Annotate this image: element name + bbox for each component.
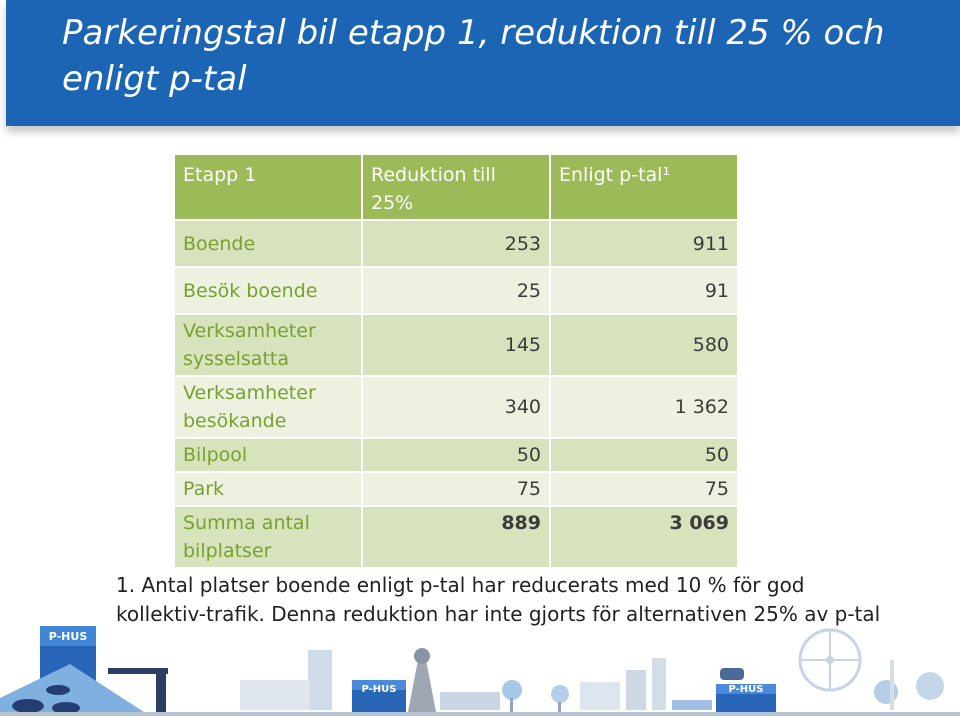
- ptal-value: 580: [549, 313, 739, 377]
- row-label: Summa antal bilplatser: [173, 505, 363, 569]
- table-row: Park 75 75: [173, 471, 739, 507]
- city-illustration: P-HUS P-HUS P-HUS: [0, 626, 960, 716]
- table-row: Bilpool 50 50: [173, 437, 739, 473]
- reduktion-value: 25: [361, 266, 551, 315]
- table-row: Boende 253 911: [173, 219, 739, 268]
- phus-sign-right: P-HUS: [729, 684, 764, 695]
- table-row: Verksamheter sysselsatta 145 580: [173, 313, 739, 377]
- row-label: Boende: [173, 219, 363, 268]
- row-label: Bilpool: [173, 437, 363, 473]
- table-row-total: Summa antal bilplatser 889 3 069: [173, 505, 739, 569]
- table-header-row: Etapp 1 Reduktion till 25% Enligt p-tal¹: [173, 153, 739, 221]
- ptal-value: 91: [549, 266, 739, 315]
- table-row: Besök boende 25 91: [173, 266, 739, 315]
- row-label: Verksamheter besökande: [173, 375, 363, 439]
- parking-table: Etapp 1 Reduktion till 25% Enligt p-tal¹…: [173, 153, 739, 569]
- table-row: Verksamheter besökande 340 1 362: [173, 375, 739, 439]
- parking-garage-left: [0, 626, 168, 716]
- title-banner: [6, 0, 960, 126]
- reduktion-value: 75: [361, 471, 551, 507]
- row-label: Park: [173, 471, 363, 507]
- ptal-value: 75: [549, 471, 739, 507]
- row-label: Verksamheter sysselsatta: [173, 313, 363, 377]
- ptal-value: 1 362: [549, 375, 739, 439]
- phus-sign-middle: P-HUS: [362, 684, 397, 695]
- header-etapp: Etapp 1: [173, 153, 363, 221]
- reduktion-value: 50: [361, 437, 551, 473]
- reduktion-value: 340: [361, 375, 551, 439]
- header-reduktion: Reduktion till 25%: [361, 153, 551, 221]
- skyline-middle: [240, 648, 712, 714]
- ferris-wheel: [798, 628, 944, 710]
- reduktion-total: 889: [361, 505, 551, 569]
- reduktion-value: 145: [361, 313, 551, 377]
- ptal-value: 50: [549, 437, 739, 473]
- ptal-total: 3 069: [549, 505, 739, 569]
- footnote: 1. Antal platser boende enligt p-tal har…: [116, 573, 881, 626]
- row-label: Besök boende: [173, 266, 363, 315]
- slide-title: Parkeringstal bil etapp 1, reduktion til…: [62, 13, 885, 99]
- reduktion-value: 253: [361, 219, 551, 268]
- phus-sign-left: P-HUS: [49, 630, 88, 643]
- ptal-value: 911: [549, 219, 739, 268]
- parking-garage-right: [716, 668, 776, 712]
- header-ptal: Enligt p-tal¹: [549, 153, 739, 221]
